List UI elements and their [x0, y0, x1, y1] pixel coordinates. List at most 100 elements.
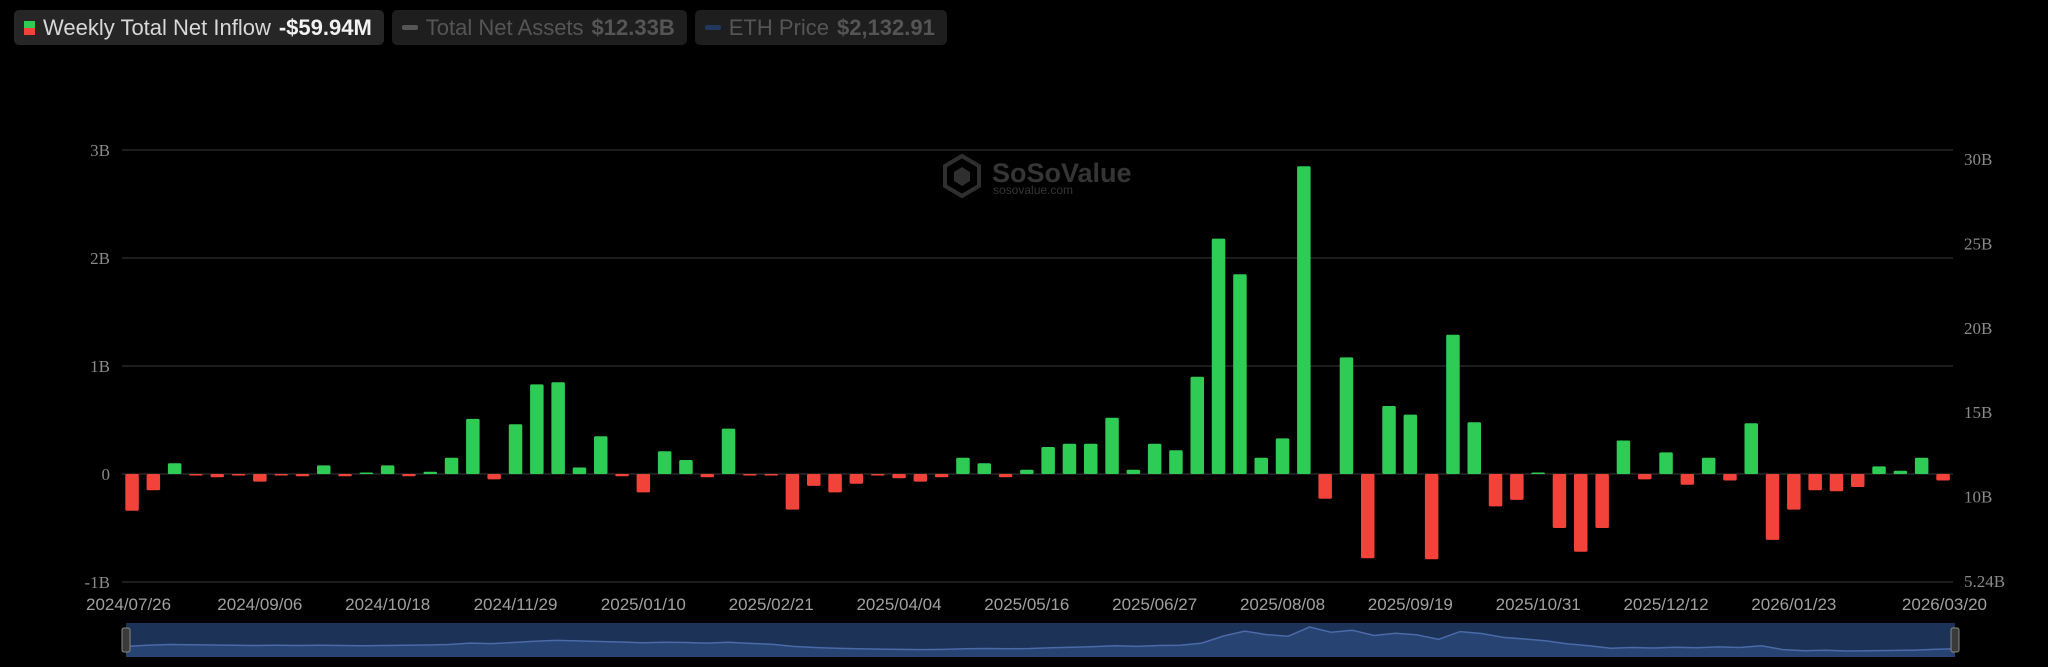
inflow-bar[interactable] — [871, 474, 885, 476]
inflow-bar[interactable] — [1787, 474, 1801, 510]
inflow-bar[interactable] — [657, 451, 672, 474]
inflow-bar[interactable] — [253, 474, 267, 482]
inflow-bar[interactable] — [295, 474, 310, 477]
inflow-bar[interactable] — [1851, 474, 1865, 487]
inflow-bar[interactable] — [1041, 447, 1055, 474]
range-navigator[interactable] — [121, 623, 1960, 657]
inflow-bar[interactable] — [402, 474, 416, 477]
inflow-bar[interactable] — [764, 474, 778, 476]
inflow-bar[interactable] — [1765, 474, 1780, 540]
inflow-bar[interactable] — [785, 474, 800, 510]
inflow-bar[interactable] — [1638, 474, 1652, 480]
right-tick-label: 30B — [1964, 150, 1992, 169]
legend-inflow-toggle[interactable]: Weekly Total Net Inflow -$59.94M — [14, 10, 384, 45]
inflow-bar[interactable] — [1914, 457, 1929, 474]
inflow-bar[interactable] — [1062, 443, 1077, 474]
inflow-bar[interactable] — [317, 465, 331, 474]
left-tick-label: 2B — [90, 249, 110, 268]
inflow-bar[interactable] — [508, 424, 523, 474]
inflow-bar[interactable] — [423, 471, 438, 474]
inflow-bar[interactable] — [1510, 474, 1524, 500]
inflow-bar[interactable] — [849, 474, 864, 484]
right-tick-label: 25B — [1964, 234, 1992, 253]
inflow-bar[interactable] — [1190, 376, 1205, 474]
legend-assets-toggle[interactable]: Total Net Assets $12.33B — [391, 10, 687, 45]
inflow-bar[interactable] — [1211, 238, 1226, 474]
inflow-bar[interactable] — [1105, 417, 1119, 474]
inflow-bar[interactable] — [572, 467, 587, 475]
left-tick-label: 0 — [102, 465, 111, 484]
inflow-bar[interactable] — [594, 436, 608, 474]
inflow-bar[interactable] — [1318, 474, 1332, 499]
inflow-bar[interactable] — [934, 474, 949, 478]
inflow-bar[interactable] — [551, 382, 565, 474]
x-tick-label: 2025/01/10 — [601, 595, 686, 614]
inflow-bar[interactable] — [1872, 466, 1886, 474]
inflow-bar[interactable] — [189, 474, 203, 476]
inflow-bar[interactable] — [1829, 474, 1844, 492]
inflow-bar[interactable] — [1659, 452, 1673, 474]
inflow-bar[interactable] — [1936, 474, 1950, 481]
inflow-bar[interactable] — [380, 465, 395, 474]
inflow-bar[interactable] — [1424, 474, 1439, 560]
inflow-bar[interactable] — [1254, 457, 1269, 474]
inflow-bar[interactable] — [1339, 357, 1354, 474]
inflow-bar[interactable] — [1020, 469, 1034, 474]
inflow-bar[interactable] — [444, 457, 459, 474]
inflow-bar[interactable] — [1233, 274, 1247, 474]
inflow-bar[interactable] — [1147, 443, 1162, 474]
inflow-bar[interactable] — [338, 474, 352, 477]
inflow-bar[interactable] — [913, 474, 928, 482]
inflow-bar[interactable] — [1701, 457, 1716, 474]
inflow-bar[interactable] — [828, 474, 842, 493]
inflow-bar[interactable] — [1297, 166, 1311, 474]
inflow-bar[interactable] — [1595, 474, 1609, 528]
inflow-bar[interactable] — [1893, 470, 1908, 474]
inflow-bar[interactable] — [1275, 438, 1290, 474]
inflow-bar[interactable] — [274, 474, 288, 476]
inflow-bar[interactable] — [210, 474, 225, 478]
inflow-bar[interactable] — [1723, 474, 1737, 481]
inflow-bar[interactable] — [146, 474, 161, 491]
x-tick-label: 2025/09/19 — [1368, 595, 1453, 614]
inflow-bar[interactable] — [466, 418, 480, 474]
inflow-bar[interactable] — [1126, 469, 1141, 474]
inflow-bar[interactable] — [807, 474, 821, 486]
inflow-bar[interactable] — [1552, 474, 1567, 528]
inflow-bar[interactable] — [615, 474, 629, 477]
inflow-bar[interactable] — [700, 474, 715, 478]
legend-price-toggle[interactable]: ETH Price $2,132.91 — [694, 10, 947, 45]
x-tick-label: 2025/04/04 — [856, 595, 941, 614]
inflow-bar[interactable] — [487, 474, 501, 480]
inflow-bar[interactable] — [679, 460, 693, 474]
inflow-bar[interactable] — [892, 474, 906, 479]
inflow-bar[interactable] — [167, 463, 182, 474]
navigator-handle[interactable] — [1950, 627, 1960, 653]
inflow-bar[interactable] — [1403, 414, 1418, 474]
inflow-bar[interactable] — [359, 472, 374, 475]
inflow-bar[interactable] — [1744, 423, 1759, 474]
inflow-bar[interactable] — [1531, 472, 1545, 475]
inflow-bar[interactable] — [721, 428, 736, 474]
inflow-bar[interactable] — [1616, 440, 1631, 475]
navigator-handle[interactable] — [121, 627, 131, 653]
inflow-bar[interactable] — [1169, 450, 1183, 474]
inflow-bar[interactable] — [956, 457, 970, 474]
right-tick-label: 5.24B — [1964, 572, 2005, 591]
inflow-bar[interactable] — [1574, 474, 1588, 552]
inflow-bar[interactable] — [1488, 474, 1503, 507]
inflow-bar[interactable] — [1446, 334, 1460, 474]
inflow-bar[interactable] — [1361, 474, 1375, 559]
inflow-bar[interactable] — [1382, 406, 1396, 474]
inflow-bar[interactable] — [1680, 474, 1695, 485]
inflow-bar[interactable] — [231, 474, 246, 476]
inflow-bar[interactable] — [125, 474, 139, 511]
inflow-bar[interactable] — [1808, 474, 1822, 491]
inflow-bar[interactable] — [743, 474, 757, 476]
inflow-bar[interactable] — [1467, 422, 1482, 474]
inflow-bar[interactable] — [1084, 443, 1098, 474]
inflow-bar[interactable] — [530, 384, 544, 474]
inflow-bar[interactable] — [998, 474, 1013, 478]
inflow-bar[interactable] — [977, 463, 992, 474]
inflow-bar[interactable] — [636, 474, 651, 493]
